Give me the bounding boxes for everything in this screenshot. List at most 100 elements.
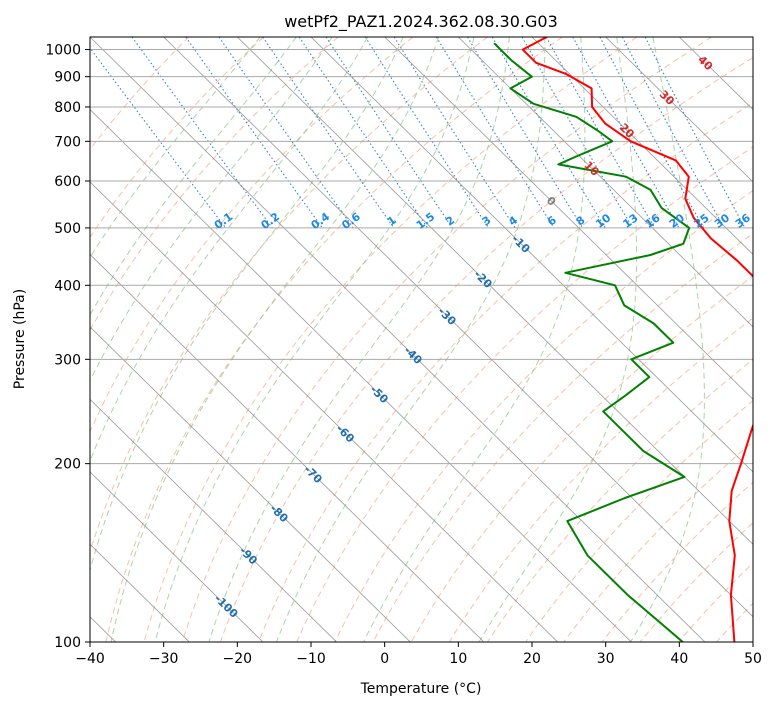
mixing-ratio-line bbox=[185, 37, 323, 229]
isotherm bbox=[458, 37, 753, 328]
isotherm bbox=[679, 37, 753, 111]
mixing-ratio-label: 3 bbox=[480, 214, 494, 229]
y-axis-label: Pressure (hPa) bbox=[12, 289, 28, 389]
isotherm bbox=[163, 37, 753, 618]
dry-adiabat bbox=[487, 358, 753, 642]
mixing-ratio-label: 1 bbox=[385, 214, 399, 229]
x-tick-label: −40 bbox=[75, 651, 105, 667]
x-tick-label: 50 bbox=[744, 651, 762, 667]
moist-adiabat bbox=[90, 37, 369, 463]
dry-adiabat bbox=[410, 275, 753, 642]
y-tick-label: 1000 bbox=[45, 43, 81, 59]
plot-frame bbox=[89, 36, 754, 643]
isotherm bbox=[90, 543, 190, 642]
mixing-ratio-line bbox=[545, 37, 656, 229]
isotherm-label: -60 bbox=[334, 422, 358, 445]
dry-adiabat bbox=[90, 37, 190, 151]
x-axis-label: Temperature (°C) bbox=[360, 681, 482, 697]
isotherm bbox=[90, 398, 337, 642]
y-tick-label: 700 bbox=[54, 134, 81, 150]
isotherm bbox=[531, 37, 753, 256]
mixing-ratio-line bbox=[90, 47, 227, 229]
moist-adiabat bbox=[90, 37, 261, 259]
y-tick-label: 100 bbox=[54, 635, 81, 651]
mixing-ratio-line bbox=[599, 37, 705, 229]
mixing-ratio-label: 8 bbox=[574, 214, 588, 229]
isotherm bbox=[752, 37, 753, 38]
isotherm bbox=[90, 253, 485, 642]
mixing-ratio-label: 2 bbox=[443, 214, 457, 229]
moist-adiabat bbox=[630, 37, 705, 642]
dry-adiabat bbox=[90, 37, 488, 554]
dry-adiabat bbox=[219, 56, 753, 642]
x-tick-label: 0 bbox=[380, 651, 389, 667]
moist-adiabat bbox=[363, 37, 586, 642]
dry-adiabat bbox=[525, 400, 753, 642]
isotherm-label: 0 bbox=[544, 194, 559, 209]
chart-title: wetPf2_PAZ1.2024.362.08.30.G03 bbox=[284, 12, 558, 32]
isotherm-label: -20 bbox=[471, 268, 495, 291]
mixing-ratio-line bbox=[131, 37, 273, 229]
isotherm-label: -10 bbox=[509, 233, 533, 256]
dry-adiabat bbox=[90, 37, 264, 239]
x-tick-label: −20 bbox=[223, 651, 253, 667]
x-tick-label: −30 bbox=[149, 651, 179, 667]
isotherm-label: 40 bbox=[695, 53, 715, 73]
mixing-ratio-line bbox=[644, 37, 746, 229]
dry-adiabat bbox=[755, 37, 775, 642]
isotherm-label: -50 bbox=[367, 383, 391, 406]
dry-adiabat bbox=[90, 37, 339, 332]
mixing-ratio-label: 0.2 bbox=[259, 210, 282, 232]
y-axis: 100 200 300 400 500 600 700 800 900 1000 bbox=[45, 43, 90, 651]
mixing-ratio-line bbox=[435, 37, 555, 229]
isotherm bbox=[90, 108, 632, 642]
isotherm-label: -40 bbox=[401, 344, 425, 367]
isotherm-label: 30 bbox=[657, 88, 677, 108]
dry-adiabat bbox=[372, 232, 753, 642]
y-tick-label: 400 bbox=[54, 278, 81, 294]
mixing-ratio-label: 0.1 bbox=[212, 210, 235, 232]
mixing-ratio-line bbox=[218, 37, 354, 229]
isotherm-label: -100 bbox=[212, 592, 241, 621]
x-tick-label: 40 bbox=[670, 651, 688, 667]
isotherm bbox=[310, 37, 753, 473]
x-tick-label: 10 bbox=[449, 651, 467, 667]
dry-adiabat bbox=[143, 37, 638, 642]
profiles-layer bbox=[493, 37, 753, 642]
mixing-ratio-label: 6 bbox=[545, 213, 559, 228]
isotherm-label: -30 bbox=[435, 305, 459, 328]
moist-adiabat bbox=[208, 37, 510, 642]
mixing-ratio-line bbox=[364, 37, 490, 229]
y-tick-label: 500 bbox=[54, 221, 81, 237]
mixing-ratio-line bbox=[393, 37, 516, 229]
dewpoint-profile bbox=[493, 42, 691, 642]
mixing-ratio-line bbox=[467, 37, 584, 229]
dry-adiabat bbox=[639, 522, 753, 642]
moist-adiabat bbox=[154, 37, 475, 642]
dry-adiabat bbox=[90, 37, 414, 434]
x-tick-label: 30 bbox=[597, 651, 615, 667]
moist-adiabat bbox=[478, 37, 638, 642]
moist-adiabat bbox=[90, 37, 297, 316]
grid-layer bbox=[90, 37, 775, 642]
moist-adiabat bbox=[90, 37, 333, 382]
mixing-ratio-line bbox=[621, 37, 725, 229]
y-tick-label: 800 bbox=[54, 100, 81, 116]
isotherm-label: -80 bbox=[267, 502, 291, 525]
isotherm bbox=[605, 37, 753, 183]
isotherm bbox=[90, 181, 558, 642]
dry-adiabat bbox=[296, 146, 753, 642]
x-tick-label: 20 bbox=[523, 651, 541, 667]
isotherm bbox=[90, 326, 411, 642]
isotherm bbox=[90, 37, 706, 642]
x-tick-label: −10 bbox=[296, 651, 326, 667]
y-tick-label: 600 bbox=[54, 174, 81, 190]
y-tick-label: 300 bbox=[54, 352, 81, 368]
moist-adiabat bbox=[90, 37, 404, 572]
y-tick-label: 200 bbox=[54, 457, 81, 473]
dry-adiabat bbox=[105, 37, 563, 642]
dry-adiabat bbox=[448, 317, 753, 642]
dry-adiabat bbox=[677, 562, 753, 642]
mixing-ratio-line bbox=[298, 37, 429, 229]
dry-adiabat bbox=[258, 101, 753, 642]
